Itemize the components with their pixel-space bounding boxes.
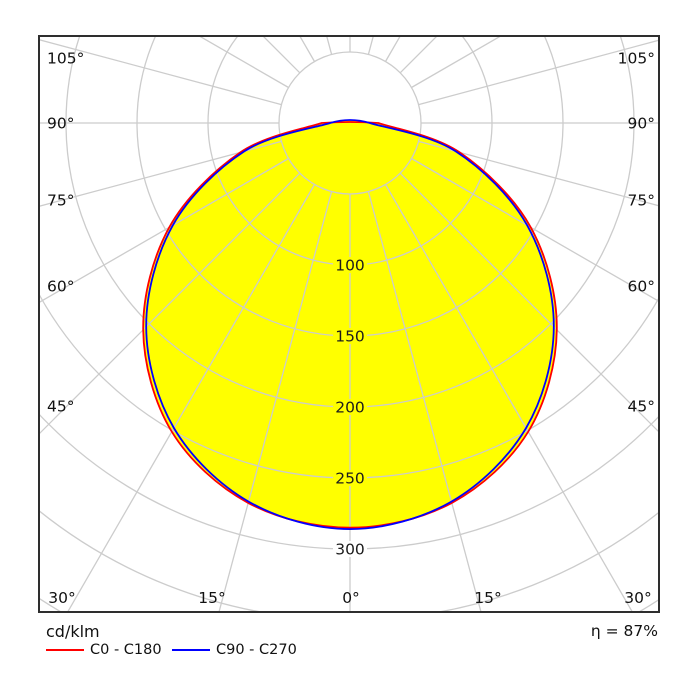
grid-ray-345 <box>218 191 333 612</box>
angle-label-right-60°: 60° <box>628 278 655 296</box>
angle-label-bottom-1: 15° <box>198 589 225 607</box>
ring-label-bg-100 <box>333 257 367 273</box>
ring-value-label-100: 100 <box>335 257 365 275</box>
grid-ray-105 <box>418 39 659 106</box>
angle-label-right-75°: 75° <box>628 192 655 210</box>
c0-c180-legend-label: C0 - C180 <box>90 642 162 658</box>
ring-label-bg-250 <box>333 470 367 486</box>
angle-label-bottom-0: 30° <box>48 589 75 607</box>
legend-item-c90-c270: C90 - C270 <box>172 641 297 659</box>
grid-ray-330 <box>66 184 316 612</box>
plot-border <box>38 35 660 613</box>
c0-c180-legend-line <box>46 649 84 651</box>
unit-label: cd/klm <box>46 622 100 641</box>
ring-value-label-200: 200 <box>335 399 365 417</box>
curve-c90-c270 <box>145 119 555 531</box>
ring-label-bg-150 <box>333 328 367 344</box>
ring-label-bg-200 <box>333 399 367 415</box>
grid-ray-75 <box>418 140 659 207</box>
angle-label-left-75°: 75° <box>47 192 74 210</box>
c90-c270-legend-line <box>172 649 210 651</box>
angle-label-left-60°: 60° <box>47 278 74 296</box>
grid-ray-120 <box>411 36 502 89</box>
angle-label-left-90°: 90° <box>47 115 74 133</box>
grid-ray-315 <box>39 172 301 435</box>
grid-ray-255 <box>39 38 282 106</box>
grid-ray-45 <box>399 172 659 433</box>
legend-item-c0-c180: C0 - C180 <box>46 641 162 659</box>
grid-ray-15 <box>367 191 482 612</box>
legend: C0 - C180 C90 - C270 <box>0 641 700 661</box>
angle-label-bottom-4: 30° <box>624 589 651 607</box>
angle-label-bottom-3: 15° <box>474 589 501 607</box>
grid-ray-240 <box>198 36 289 89</box>
grid-ray-285 <box>39 140 282 208</box>
c90-c270-legend-label: C90 - C270 <box>216 642 297 658</box>
angle-label-left-105°: 105° <box>47 50 84 68</box>
grid-ray-195 <box>325 36 333 55</box>
grid-ray-30 <box>384 184 634 612</box>
angle-label-right-45°: 45° <box>628 398 655 416</box>
ring-value-label-150: 150 <box>335 328 365 346</box>
angle-label-right-105°: 105° <box>618 50 655 68</box>
angle-label-right-90°: 90° <box>628 115 655 133</box>
angle-label-bottom-2: 0° <box>342 589 360 607</box>
grid-ray-165 <box>367 36 375 55</box>
ring-label-bg-300 <box>333 541 367 557</box>
ring-value-label-250: 250 <box>335 470 365 488</box>
grid-ray-60 <box>411 157 659 303</box>
angle-label-left-45°: 45° <box>47 398 74 416</box>
grid-ray-300 <box>39 157 289 304</box>
ring-value-label-300: 300 <box>335 541 365 559</box>
efficiency-label: η = 87% <box>590 622 658 640</box>
